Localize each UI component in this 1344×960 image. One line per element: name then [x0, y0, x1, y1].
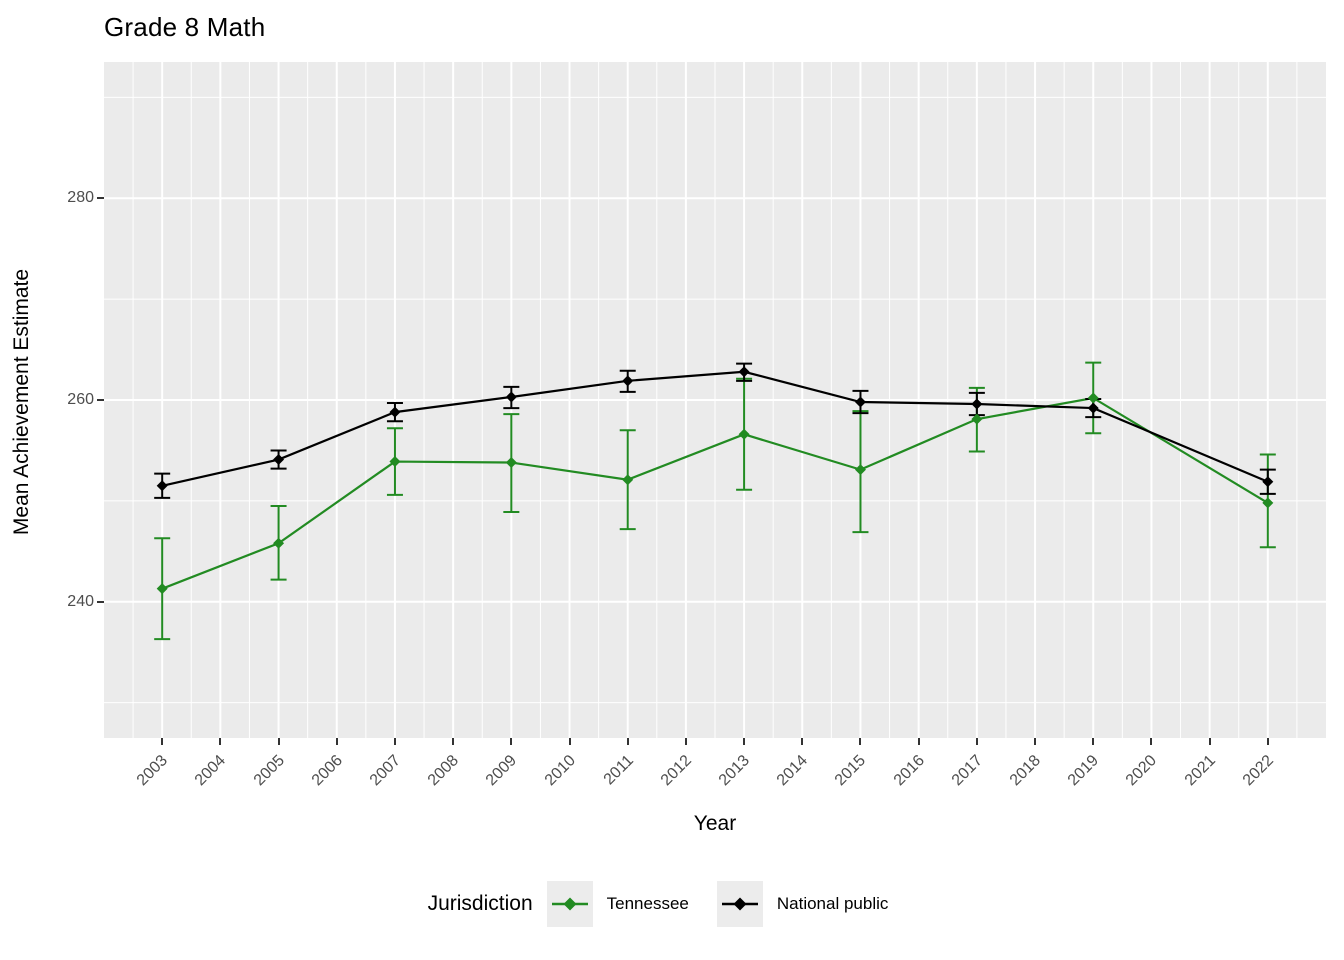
x-tick-label: 2014 — [774, 752, 812, 790]
x-tick-mark — [684, 738, 687, 745]
x-tick-mark — [743, 738, 746, 745]
data-point-national-public — [854, 396, 866, 408]
x-tick-label: 2003 — [134, 752, 172, 790]
x-tick-mark — [975, 738, 978, 745]
x-tick-label: 2020 — [1123, 752, 1161, 790]
x-axis-title: Year — [693, 812, 737, 835]
x-tick-mark — [626, 738, 629, 745]
x-tick-label: 2012 — [657, 752, 695, 790]
x-tick-label: 2009 — [483, 752, 521, 790]
legend-label-national-public: National public — [776, 894, 889, 913]
x-tick-mark — [1092, 738, 1095, 745]
x-tick-label: 2013 — [715, 752, 754, 790]
y-tick-label: 240 — [67, 592, 94, 610]
x-tick-label: 2004 — [192, 752, 230, 790]
data-point-tennessee — [156, 583, 168, 595]
legend: Jurisdiction Tennessee National public — [0, 874, 1344, 934]
x-tick-mark — [219, 738, 222, 745]
x-tick-mark — [1266, 738, 1269, 745]
x-tick-label: 2010 — [541, 752, 579, 790]
data-point-tennessee — [854, 464, 866, 476]
x-tick-mark — [510, 738, 513, 745]
legend-key-national-public — [716, 881, 763, 927]
x-tick-label: 2005 — [250, 752, 288, 790]
series-line-national-public — [161, 370, 1269, 487]
y-tick-mark — [97, 399, 104, 401]
data-point-national-public — [389, 406, 401, 418]
x-tick-label: 2015 — [832, 752, 870, 790]
legend-entry-tennessee: Tennessee — [546, 881, 717, 927]
data-point-national-public — [156, 480, 168, 492]
x-tick-mark — [1150, 738, 1153, 745]
x-tick-label: 2011 — [600, 752, 637, 789]
y-tick-mark — [97, 197, 104, 200]
data-point-tennessee — [389, 456, 401, 468]
chart-panel — [104, 62, 1326, 738]
data-point-tennessee — [273, 537, 285, 549]
chart-canvas — [104, 62, 1326, 738]
x-tick-mark — [859, 738, 862, 745]
x-tick-mark — [452, 738, 455, 745]
x-tick-mark — [393, 738, 396, 745]
data-point-national-public — [505, 391, 517, 403]
x-tick-label: 2019 — [1065, 752, 1103, 790]
x-tick-mark — [335, 738, 338, 745]
x-tick-mark — [1208, 738, 1211, 745]
y-axis-title: Mean Achievement Estimate — [10, 268, 33, 536]
data-point-national-public — [622, 375, 634, 387]
x-tick-mark — [801, 738, 804, 745]
data-point-national-public — [971, 398, 983, 410]
data-point-national-public — [1262, 476, 1274, 488]
legend-entry-national-public: National public — [716, 881, 917, 927]
data-point-tennessee — [1262, 497, 1274, 509]
x-tick-label: 2008 — [424, 752, 463, 790]
x-tick-mark — [277, 738, 280, 745]
x-tick-label: 2021 — [1181, 752, 1219, 790]
x-tick-label: 2007 — [366, 752, 404, 790]
line-point-glyph-green — [551, 897, 588, 911]
data-point-tennessee — [622, 474, 634, 486]
data-point-national-public — [738, 366, 750, 378]
x-tick-label: 2016 — [890, 752, 928, 790]
data-point-tennessee — [505, 457, 517, 469]
data-point-national-public — [273, 454, 285, 466]
line-point-glyph-black — [721, 897, 758, 911]
y-tick-label: 280 — [67, 189, 94, 207]
x-tick-label: 2017 — [948, 752, 986, 790]
legend-title: Jurisdiction — [427, 892, 533, 915]
x-tick-mark — [161, 738, 164, 745]
x-tick-mark — [917, 738, 920, 745]
data-point-tennessee — [971, 413, 983, 425]
x-tick-label: 2018 — [1006, 752, 1045, 790]
y-tick-label: 260 — [67, 391, 94, 408]
x-tick-mark — [568, 738, 571, 745]
data-point-tennessee — [738, 428, 750, 440]
data-point-national-public — [1087, 402, 1099, 414]
legend-label-tennessee: Tennessee — [606, 894, 689, 913]
plot-title: Grade 8 Math — [104, 12, 266, 42]
data-point-tennessee — [1087, 392, 1099, 404]
series-line-tennessee — [161, 396, 1269, 590]
x-tick-label: 2022 — [1239, 752, 1277, 790]
x-tick-label: 2006 — [308, 752, 346, 790]
x-tick-mark — [1034, 738, 1037, 745]
y-tick-mark — [97, 600, 104, 603]
legend-key-tennessee — [546, 881, 593, 927]
